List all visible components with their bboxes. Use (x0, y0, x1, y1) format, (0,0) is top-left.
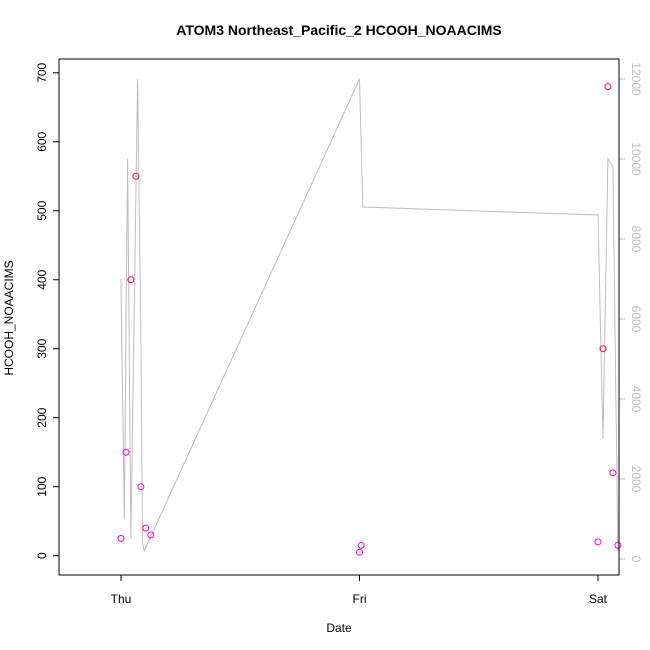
data-point (117, 534, 125, 542)
y-tick-label: 500 (35, 200, 49, 220)
y2-tick-label: 12000 (629, 62, 643, 96)
data-point (604, 83, 612, 91)
y-tick-label: 300 (35, 338, 49, 358)
data-point (599, 345, 607, 353)
data-point (132, 172, 140, 180)
axis-layer: 0 100 200 300 400 500 600 700 0 2000 4000 6000 8000 1… (35, 62, 643, 606)
y-tick-label: 700 (35, 62, 49, 82)
x-tick-label: Fri (353, 592, 367, 606)
data-point (142, 524, 150, 532)
data-point (357, 541, 365, 549)
altitude-line (120, 78, 619, 553)
y2-tick-label: 10000 (629, 142, 643, 176)
chart-title: ATOM3 Northeast_Pacific_2 HCOOH_NOAACIMS (176, 22, 501, 38)
y-tick-label: 0 (35, 552, 49, 559)
y2-tick-label: 8000 (629, 226, 643, 253)
y2-tick-label: 2000 (629, 466, 643, 493)
y2-tick-label: 6000 (629, 306, 643, 333)
y-tick-label: 400 (35, 269, 49, 289)
y-tick-label: 200 (35, 407, 49, 427)
y-tick-label: 600 (35, 131, 49, 151)
plot-layer (117, 78, 622, 556)
data-point (609, 469, 617, 477)
y-tick-label: 100 (35, 476, 49, 496)
y-axis-label: HCOOH_NOAACIMS (2, 260, 16, 375)
data-point (614, 541, 622, 549)
x-axis-label: Date (326, 621, 352, 635)
plot-frame (58, 58, 620, 576)
y2-tick-label: 4000 (629, 386, 643, 413)
x-tick-label: Thu (111, 592, 132, 606)
data-point (356, 548, 363, 556)
x-tick-label: Sat (589, 592, 608, 606)
data-point (594, 538, 602, 546)
data-point (147, 531, 155, 539)
y2-tick-label: 0 (629, 556, 643, 563)
data-point (137, 483, 145, 491)
data-point (122, 448, 130, 456)
data-point (127, 276, 135, 284)
